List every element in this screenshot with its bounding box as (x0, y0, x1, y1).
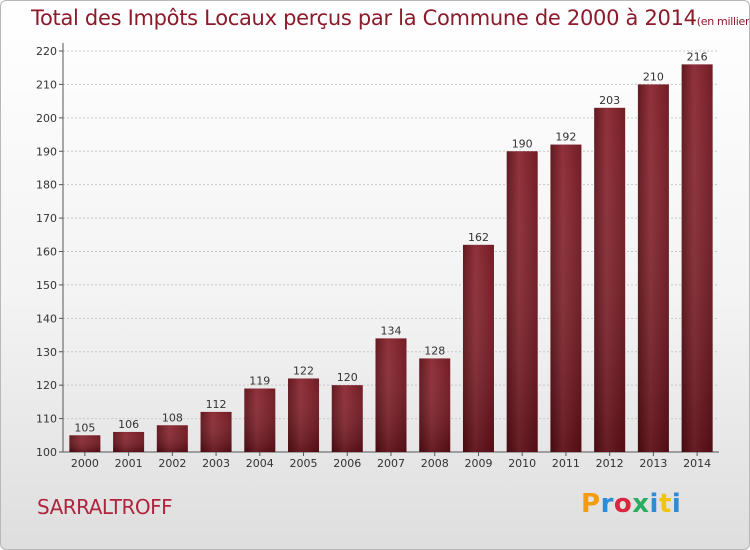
y-tick-label: 130 (36, 346, 57, 359)
y-tick-label: 200 (36, 112, 57, 125)
y-tick-label: 110 (36, 413, 57, 426)
bar-shade (681, 64, 713, 452)
data-label: 106 (118, 418, 139, 431)
data-label: 192 (555, 131, 576, 144)
x-tick-label: 2006 (333, 457, 361, 470)
data-label: 190 (512, 137, 533, 150)
data-label: 203 (599, 94, 620, 107)
data-label: 105 (74, 421, 95, 434)
x-tick-label: 2002 (158, 457, 186, 470)
y-tick-label: 100 (36, 446, 57, 459)
bar-shade (244, 388, 276, 452)
x-tick-label: 2010 (508, 457, 536, 470)
bar-shade (69, 435, 101, 452)
data-label: 108 (162, 411, 183, 424)
data-label: 122 (293, 364, 314, 377)
bar-shade (594, 107, 626, 452)
data-label: 112 (206, 398, 227, 411)
y-tick-label: 210 (36, 78, 57, 91)
bar-shade (637, 84, 669, 453)
logo-letter: r (600, 489, 614, 519)
y-tick-label: 120 (36, 379, 57, 392)
bar-shade (331, 385, 363, 452)
logo-letter: i (649, 489, 659, 519)
logo-letter: P (581, 489, 601, 519)
proxiti-logo: Proxiti (581, 489, 681, 519)
data-label: 119 (249, 375, 270, 388)
data-label: 128 (424, 344, 445, 357)
y-tick-label: 170 (36, 212, 57, 225)
bar-shade (200, 411, 232, 452)
y-tick-label: 160 (36, 246, 57, 259)
logo-letter: t (658, 489, 672, 519)
y-tick-label: 150 (36, 279, 57, 292)
chart-title-text: Total des Impôts Locaux perçus par la Co… (31, 6, 697, 30)
bar-shade (288, 378, 320, 452)
logo-letter: i (671, 489, 682, 519)
x-tick-label: 2012 (596, 457, 624, 470)
x-tick-label: 2009 (464, 457, 492, 470)
data-label: 210 (643, 70, 664, 83)
x-tick-label: 2000 (71, 457, 99, 470)
x-tick-label: 2001 (115, 457, 143, 470)
bar-shade (506, 151, 538, 452)
data-label: 120 (337, 371, 358, 384)
x-tick-label: 2005 (290, 457, 318, 470)
logo-letter: x (632, 489, 650, 519)
y-tick-label: 190 (36, 145, 57, 158)
bar-shade (113, 431, 145, 452)
bar-shade (462, 244, 494, 452)
x-tick-label: 2003 (202, 457, 230, 470)
bar-shade (375, 338, 407, 452)
data-label: 134 (381, 324, 402, 337)
labels: 100 110 120 130 140 150 160 170 180 190 200 210 220 1… (36, 45, 711, 470)
x-tick-label: 2014 (683, 457, 711, 470)
x-tick-label: 2007 (377, 457, 405, 470)
bar-shade (156, 425, 188, 452)
commune-name: SARRALTROFF (37, 495, 173, 519)
x-tick-label: 2013 (639, 457, 667, 470)
bars (69, 64, 713, 453)
data-label: 162 (468, 231, 489, 244)
logo-letter: o (613, 489, 633, 519)
bar-shade (419, 358, 451, 452)
chart-unit-note: (en milliers d'€) (696, 15, 750, 28)
y-tick-label: 220 (36, 45, 57, 58)
x-tick-label: 2004 (246, 457, 274, 470)
y-tick-label: 140 (36, 312, 57, 325)
data-label: 216 (687, 50, 708, 63)
x-tick-label: 2011 (552, 457, 580, 470)
x-tick-label: 2008 (421, 457, 449, 470)
bar-shade (550, 144, 582, 453)
chart-title: Total des Impôts Locaux perçus par la Co… (31, 6, 750, 30)
y-tick-label: 180 (36, 179, 57, 192)
